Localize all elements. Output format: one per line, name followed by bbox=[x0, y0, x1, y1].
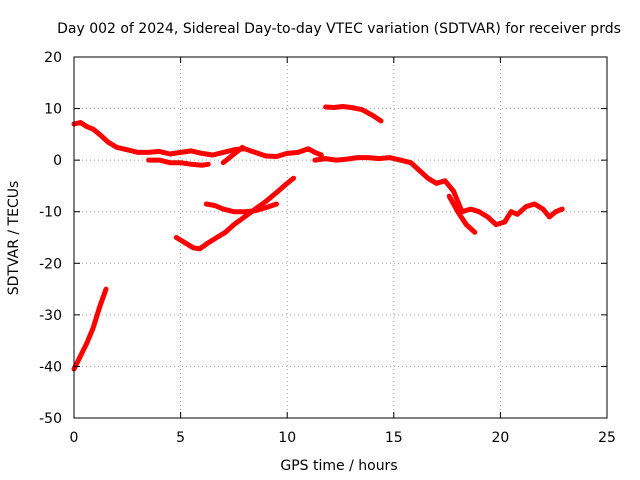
x-tick-label: 10 bbox=[278, 430, 296, 446]
x-tick-label: 0 bbox=[70, 430, 79, 446]
y-tick-label: 20 bbox=[44, 50, 62, 66]
chart-title: Day 002 of 2024, Sidereal Day-to-day VTE… bbox=[57, 21, 621, 37]
axis-ticks: 0 5 10 15 20 25 -50 -40 -30 -20 -10 0 10 20 bbox=[39, 50, 616, 446]
series-line-track-descend bbox=[446, 193, 478, 235]
y-tick-label: -30 bbox=[39, 308, 62, 324]
x-tick-label: 20 bbox=[491, 430, 509, 446]
series-line-track-east bbox=[312, 155, 565, 228]
series-line-track-main bbox=[71, 120, 324, 159]
y-tick-label: -40 bbox=[39, 359, 62, 375]
plot-frame bbox=[73, 56, 608, 419]
x-axis-label: GPS time / hours bbox=[280, 458, 397, 474]
y-tick-label: 0 bbox=[53, 153, 62, 169]
x-tick-label: 5 bbox=[176, 430, 185, 446]
series-line-track-dip bbox=[146, 157, 211, 168]
series-line-track-spur bbox=[220, 144, 245, 166]
data-series bbox=[71, 104, 565, 372]
series-line-track-mid-left bbox=[203, 201, 279, 215]
y-tick-label: -10 bbox=[39, 205, 62, 221]
x-tick-label: 25 bbox=[598, 430, 616, 446]
grid-lines bbox=[74, 57, 607, 418]
x-tick-label: 15 bbox=[385, 430, 403, 446]
y-tick-label: -20 bbox=[39, 256, 62, 272]
series-line-track-hump bbox=[323, 104, 384, 124]
y-axis-label: SDTVAR / TECUs bbox=[6, 181, 22, 296]
series-line-track-lower-left bbox=[173, 175, 297, 252]
series-line-track-steep bbox=[71, 286, 109, 372]
y-tick-label: 10 bbox=[44, 102, 62, 118]
y-tick-label: -50 bbox=[39, 411, 62, 427]
